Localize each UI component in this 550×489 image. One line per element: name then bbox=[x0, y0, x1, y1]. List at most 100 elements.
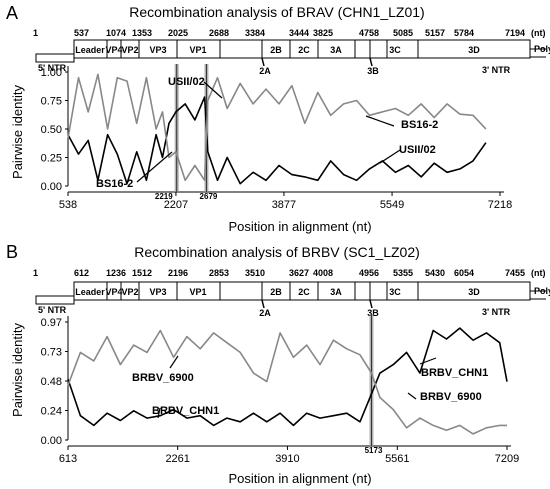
panel-a-title: Recombination analysis of BRAV (CHN1_LZ0… bbox=[129, 4, 424, 20]
genome-position-label: 2196 bbox=[168, 268, 188, 278]
y-tick-label: 0.24 bbox=[41, 406, 62, 418]
genome-position-label: 3444 bbox=[289, 28, 309, 38]
panel-b: B Recombination analysis of BRBV (SC1_LZ… bbox=[6, 242, 550, 486]
panel-b-title: Recombination analysis of BRBV (SC1_LZ02… bbox=[134, 244, 420, 260]
genome-gene-label: 3D bbox=[468, 287, 480, 297]
annotation-leader bbox=[379, 149, 401, 164]
breakpoint-label: 2679 bbox=[200, 192, 218, 201]
genome-small-gene-label: 2A bbox=[259, 66, 271, 76]
genome-position-label: 6054 bbox=[454, 268, 474, 278]
y-tick-label: 0.75 bbox=[41, 96, 62, 108]
genome-position-label: 537 bbox=[74, 28, 89, 38]
genome-position-label: 2688 bbox=[209, 28, 229, 38]
x-axis-label-a: Position in alignment (nt) bbox=[228, 219, 371, 234]
breakpoint-label: 2219 bbox=[155, 192, 173, 201]
x-tick-label: 3910 bbox=[275, 453, 299, 465]
genome-gene-label: VP2 bbox=[121, 45, 138, 55]
genome-position-label: 3384 bbox=[245, 28, 265, 38]
genome-position-label: 5784 bbox=[454, 28, 474, 38]
genome-position-label: 3627 bbox=[289, 268, 309, 278]
series-annotation: BS16-2 bbox=[96, 178, 133, 190]
annotation-leader bbox=[157, 407, 161, 419]
genome-small-gene-tick bbox=[261, 299, 265, 309]
genome-gene-label: VP4 bbox=[105, 287, 122, 297]
y-tick-label: 0.00 bbox=[41, 181, 62, 193]
y-tick-label: 0.00 bbox=[41, 435, 62, 447]
genome-3ntr-label: 3' NTR bbox=[482, 65, 511, 75]
series-annotation: BRBV_CHN1 bbox=[152, 405, 219, 417]
genome-5ntr-label: 5' NTR bbox=[38, 305, 67, 315]
genome-gene-label: Leader bbox=[75, 45, 105, 55]
y-axis-label-b: Pairwise identity bbox=[10, 323, 25, 417]
x-tick-label: 538 bbox=[59, 199, 77, 211]
genome-gene-label: 3C bbox=[389, 45, 401, 55]
genome-position-label: 5355 bbox=[393, 268, 413, 278]
genome-unit-label: (nt) bbox=[531, 268, 546, 278]
genome-small-gene-label: 3B bbox=[367, 66, 379, 76]
genome-polya-label: PolyA bbox=[534, 44, 550, 54]
genome-small-gene-tick bbox=[369, 57, 373, 67]
genome-gene-label: 2C bbox=[298, 287, 310, 297]
genome-5ntr-box bbox=[35, 295, 75, 305]
genome-5ntr-label: 5' NTR bbox=[38, 63, 67, 73]
genome-gene-label: VP1 bbox=[189, 45, 206, 55]
series-annotation: BS16-2 bbox=[401, 119, 438, 131]
genome-gene-label: 3D bbox=[468, 45, 480, 55]
genome-position-label: 7455 bbox=[505, 268, 525, 278]
genome-position-label: 1 bbox=[33, 28, 38, 38]
x-tick-label: 3877 bbox=[272, 199, 296, 211]
y-axis-label-a: Pairwise identity bbox=[10, 85, 25, 179]
genome-position-label: 4956 bbox=[359, 268, 379, 278]
annotation-leader bbox=[407, 392, 417, 400]
genome-gene-label: 2B bbox=[270, 287, 282, 297]
genome-small-gene-label: 3B bbox=[367, 308, 379, 318]
y-tick-label: 1.00 bbox=[41, 67, 62, 79]
genome-position-label: 5085 bbox=[393, 28, 413, 38]
genome-position-label: 5157 bbox=[425, 28, 445, 38]
genome-position-label: 3825 bbox=[313, 28, 333, 38]
genome-3ntr-label: 3' NTR bbox=[482, 307, 511, 317]
panel-a: A Recombination analysis of BRAV (CHN1_L… bbox=[6, 3, 550, 234]
genome-position-label: 5430 bbox=[425, 268, 445, 278]
genome-gene-label: Leader bbox=[75, 287, 105, 297]
plot-a: Pairwise identity Position in alignment … bbox=[10, 64, 512, 234]
x-tick-label: 2261 bbox=[165, 453, 189, 465]
x-axis-label-b: Position in alignment (nt) bbox=[228, 471, 371, 486]
genome-position-label: 2853 bbox=[209, 268, 229, 278]
series-annotation: BRBV_6900 bbox=[420, 391, 482, 403]
genome-gene-label: VP2 bbox=[121, 287, 138, 297]
series-annotation: USII/02 bbox=[168, 76, 205, 88]
genome-small-gene-tick bbox=[369, 299, 373, 309]
genome-map-a: 1 537 1074 1353 2025 2688 3384 3444 3825 4758 5085… bbox=[33, 28, 550, 76]
x-tick-label: 5561 bbox=[385, 453, 409, 465]
genome-position-label: 1074 bbox=[106, 28, 126, 38]
y-tick-label: 0.25 bbox=[41, 153, 62, 165]
genome-small-gene-label: 2A bbox=[259, 308, 271, 318]
series-annotation: BRBV_CHN1 bbox=[421, 367, 488, 379]
genome-position-label: 1 bbox=[33, 268, 38, 278]
y-tick-label: 0.73 bbox=[41, 347, 62, 359]
panel-a-letter: A bbox=[6, 3, 18, 23]
genome-map-b: 1 612 1236 1512 2196 2853 3510 3627 4008 4956 5355… bbox=[33, 268, 550, 318]
annotation-leader bbox=[365, 115, 395, 127]
series-line-0 bbox=[67, 96, 487, 185]
genome-position-label: 612 bbox=[74, 268, 89, 278]
genome-position-label: 1236 bbox=[106, 268, 126, 278]
panel-b-letter: B bbox=[6, 242, 18, 262]
breakpoint-label: 5173 bbox=[365, 446, 383, 455]
genome-5ntr-box bbox=[35, 53, 75, 63]
genome-gene-label: VP3 bbox=[149, 287, 166, 297]
genome-position-label: 3510 bbox=[245, 268, 265, 278]
plot-b: Pairwise identity Position in alignment … bbox=[10, 314, 519, 486]
genome-position-label: 4008 bbox=[313, 268, 333, 278]
genome-small-gene-tick bbox=[261, 57, 265, 67]
series-annotation: USII/02 bbox=[399, 144, 436, 156]
y-tick-label: 0.97 bbox=[41, 317, 62, 329]
x-tick-label: 7209 bbox=[495, 453, 519, 465]
genome-gene-label: VP1 bbox=[189, 287, 206, 297]
annotation-leader bbox=[136, 151, 173, 183]
annotation-leader bbox=[169, 355, 179, 369]
series-annotation: BRBV_6900 bbox=[132, 372, 194, 384]
genome-position-label: 4758 bbox=[359, 28, 379, 38]
